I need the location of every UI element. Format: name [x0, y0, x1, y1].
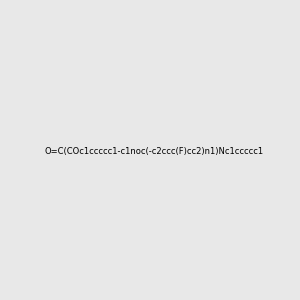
Text: O=C(COc1ccccc1-c1noc(-c2ccc(F)cc2)n1)Nc1ccccc1: O=C(COc1ccccc1-c1noc(-c2ccc(F)cc2)n1)Nc1… [44, 147, 263, 156]
